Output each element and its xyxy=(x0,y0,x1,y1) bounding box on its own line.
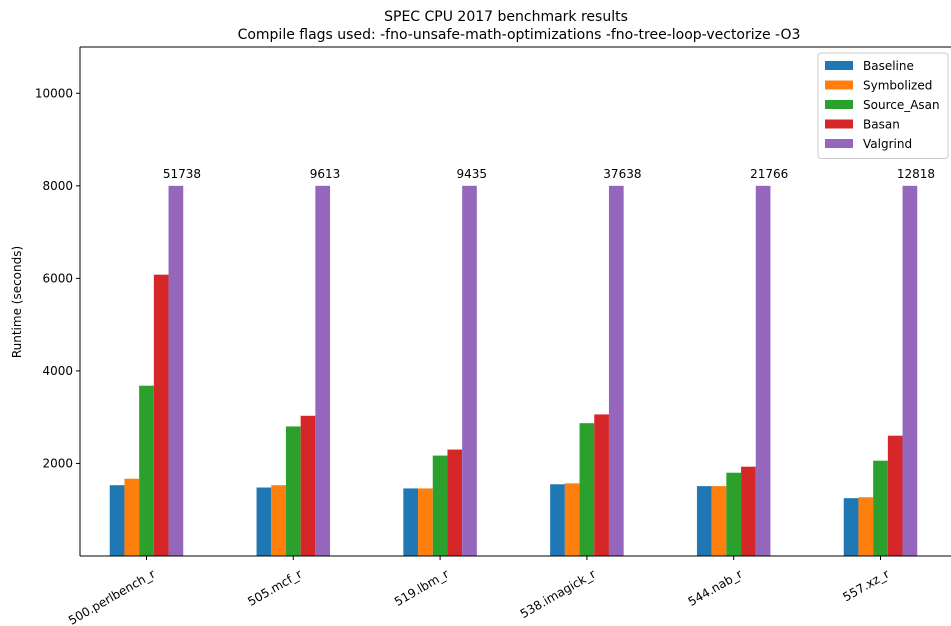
bar-symbolized-3 xyxy=(564,483,580,556)
y-tick-label-2: 6000 xyxy=(42,271,73,285)
legend-label-symbolized: Symbolized xyxy=(863,79,932,93)
bar-baseline-0 xyxy=(109,485,125,556)
bar-symbolized-5 xyxy=(858,497,874,556)
legend-label-source_asan: Source_Asan xyxy=(863,98,940,112)
bar-baseline-5 xyxy=(843,498,859,556)
legend-swatch-valgrind xyxy=(825,139,853,148)
bar-symbolized-4 xyxy=(711,486,727,556)
legend-swatch-source_asan xyxy=(825,100,853,109)
y-axis-label: Runtime (seconds) xyxy=(10,246,24,358)
bar-baseline-3 xyxy=(550,484,565,556)
bar-source_asan-0 xyxy=(139,385,154,556)
bar-symbolized-1 xyxy=(271,485,286,556)
x-tick-label-1: 505.mcf_r xyxy=(245,567,304,609)
x-tick-label-2: 519.lbm_r xyxy=(392,567,451,609)
legend-label-baseline: Baseline xyxy=(863,59,914,73)
bar-baseline-1 xyxy=(256,487,272,556)
bar-basan-4 xyxy=(741,466,756,556)
legend-swatch-symbolized xyxy=(825,80,853,90)
legend-swatch-basan xyxy=(825,119,853,129)
bar-basan-2 xyxy=(447,449,463,556)
bar-source_asan-2 xyxy=(432,455,448,556)
bar-annotation-3: 37638 xyxy=(603,167,641,181)
y-tick-label-0: 2000 xyxy=(42,456,73,470)
y-tick-label-3: 8000 xyxy=(42,179,73,193)
bar-symbolized-0 xyxy=(124,478,140,556)
legend-label-basan: Basan xyxy=(863,118,900,132)
bar-annotation-0: 51738 xyxy=(163,167,201,181)
y-tick-label-1: 4000 xyxy=(42,364,73,378)
bar-valgrind-0 xyxy=(168,185,184,556)
bar-basan-3 xyxy=(594,414,609,556)
bar-symbolized-2 xyxy=(418,488,433,556)
bar-valgrind-2 xyxy=(462,185,477,556)
bar-annotation-5: 12818 xyxy=(897,167,935,181)
legend: Baseline Symbolized Source_Asan Basan Valgri… xyxy=(817,52,949,159)
y-tick-label-4: 10000 xyxy=(35,86,73,100)
x-tick-label-3: 538.imagick_r xyxy=(518,567,598,621)
plot-area: 51738 500.perlbench_r 9613 505.mcf_r 9435 519… xyxy=(35,46,951,626)
bar-annotation-2: 9435 xyxy=(457,167,488,181)
bar-annotation-1: 9613 xyxy=(310,167,341,181)
x-tick-label-4: 544.nab_r xyxy=(686,567,745,609)
bar-baseline-2 xyxy=(403,488,419,556)
bar-basan-0 xyxy=(153,274,169,556)
bar-source_asan-1 xyxy=(285,426,301,556)
bar-basan-1 xyxy=(300,415,316,556)
x-tick-label-0: 500.perlbench_r xyxy=(66,567,158,626)
chart-subtitle: Compile flags used: -fno-unsafe-math-opt… xyxy=(238,27,801,43)
bar-baseline-4 xyxy=(696,486,712,556)
bar-valgrind-5 xyxy=(902,185,918,556)
legend-swatch-baseline xyxy=(825,61,853,70)
bar-annotation-4: 21766 xyxy=(750,167,788,181)
bar-source_asan-3 xyxy=(579,423,595,556)
bar-valgrind-3 xyxy=(608,185,624,556)
bar-source_asan-5 xyxy=(873,460,888,556)
chart-title: SPEC CPU 2017 benchmark results xyxy=(384,9,628,25)
bar-basan-5 xyxy=(887,435,903,556)
legend-box xyxy=(817,52,949,159)
bar-valgrind-4 xyxy=(755,185,771,556)
legend-label-valgrind: Valgrind xyxy=(863,137,912,151)
bar-source_asan-4 xyxy=(726,472,742,556)
bar-valgrind-1 xyxy=(315,185,331,556)
x-tick-label-5: 557.xz_r xyxy=(840,567,891,605)
